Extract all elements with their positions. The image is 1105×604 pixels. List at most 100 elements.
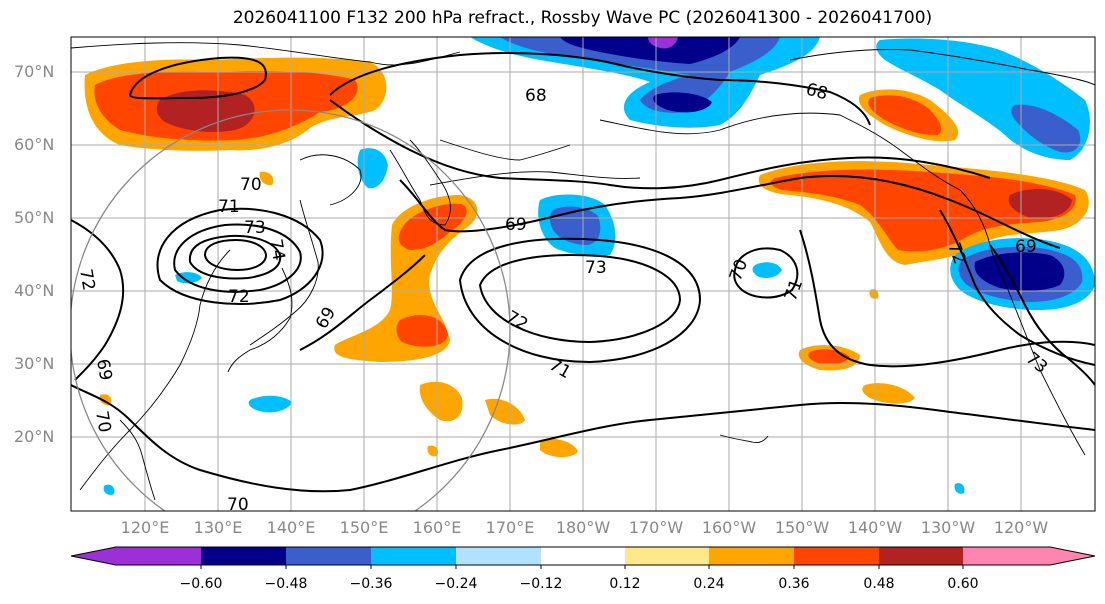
lon-label-130w: 130°W [920,518,976,537]
colorbar-cell [625,547,709,565]
contour-71-southwest [299,254,426,351]
colorbar-cell [371,547,456,565]
lon-label-130e: 130°E [193,518,243,537]
contour-68-mid [329,99,991,190]
colorbar-tick-label: −0.60 [179,576,223,592]
contour-label: 71 [218,197,240,217]
contour-pacific-high-inner [478,254,682,344]
colorbar-tick-label: 0.36 [778,576,810,592]
contour-73-east [989,244,1095,386]
lat-label-60n: 60°N [14,135,55,154]
lon-label-160w: 160°W [701,518,757,537]
positive-anomaly-blob-a [419,381,463,422]
negative-anomaly-west-us-core [974,252,1065,291]
contour-68 [329,52,871,126]
negative-anomaly-small-c [175,272,202,284]
contour-label: 74 [265,237,288,262]
contour-label: 72 [228,287,250,307]
lon-label-150w: 150°W [774,518,830,537]
colorbar-cell [794,547,879,565]
positive-anomaly-gulf-alaska-core [770,169,1076,252]
lon-label-150e: 150°E [339,518,389,537]
contour-label: 69 [505,215,527,235]
lon-label-140e: 140°E [266,518,316,537]
coast-arctic-america [789,49,1095,86]
refractivity-contours [71,52,1095,493]
contour-pacific-high-outer [458,237,702,364]
lat-label-50n: 50°N [14,208,55,227]
contour-label: 72 [75,267,98,292]
negative-anomaly-small-d [954,483,965,494]
lon-label-170e: 170°E [485,518,535,537]
colorbar-tick-label: 0.60 [947,576,979,592]
colorbar-tick-label: −0.36 [349,576,393,592]
lat-label-20n: 20°N [14,427,55,446]
lat-label-40n: 40°N [14,281,55,300]
negative-anomaly-canada-core [1011,104,1081,153]
positive-anomaly-blob-c [540,438,578,458]
colorbar-outline [70,546,1096,566]
positive-anomaly-alaska-north-core [868,95,942,136]
map-title: 2026041100 F132 200 hPa refract., Rossby… [232,8,933,28]
contour-70-ring [156,207,324,305]
colorbar-extension-high [963,547,1095,565]
colorbar-cell [879,547,963,565]
colorbar-cells [71,547,1095,569]
negative-anomaly-arctic-core [560,37,740,64]
negative-anomaly-small-b [248,395,292,413]
colorbar-tick-label: −0.48 [264,576,308,592]
contour-68-west [128,56,267,100]
contour-label: 70 [227,495,249,515]
contour-71-east [799,229,1095,368]
contour-label: 69 [92,357,115,382]
colorbar-cell [541,547,625,565]
contour-label: 70 [91,409,114,434]
colorbar-extension-low [71,547,201,565]
colorbar-tick-label: 0.12 [609,576,641,592]
contour-label: 69 [1015,237,1037,257]
negative-anomaly-central-pacific-core [550,206,601,245]
map-frame [70,36,1096,512]
coast-north-america [959,189,1086,456]
coast-philippines [119,419,156,501]
anomaly-shading [84,37,1095,495]
lon-label-140w: 140°W [847,518,903,537]
coast-japan [227,267,293,373]
positive-anomaly-small-b [427,445,438,457]
coast-alaska [599,112,961,191]
positive-anomaly-kuril-south [396,315,448,347]
contour-69-low [71,384,1095,493]
positive-anomaly-small-a [869,289,879,299]
colorbar-tick-label: 0.48 [863,576,895,592]
coast-sea-of-okhotsk [299,154,362,206]
contour-label: 73 [1022,349,1051,378]
positive-anomaly-small-c [259,171,274,186]
coast-asia-north [71,42,461,66]
lon-label-170w: 170°W [628,518,684,537]
colorbar-tick-label: −0.24 [434,576,478,592]
contour-label: 68 [804,80,830,105]
contour-70-east-ring [733,247,799,299]
coast-hawaii [719,434,769,443]
colorbar-cell [709,547,794,565]
great-circle-ring [71,109,511,511]
contour-71-ring [173,223,302,293]
contour-label: 71 [781,277,807,304]
lon-label-120e: 120°E [120,518,170,537]
negative-anomaly-small-a [752,262,782,278]
coast-aleutians [429,171,641,186]
colorbar-cell [456,547,541,565]
contour-72-west [71,219,125,381]
lon-label-160e: 160°E [412,518,462,537]
positive-anomaly-east-pacific-b [862,383,915,404]
contour-69-big [399,175,1061,249]
contour-label: 73 [585,258,607,278]
map-panel: 68 68 69 69 69 69 70 70 70 70 71 71 71 7… [70,36,1096,515]
contour-72-ring [188,234,282,280]
colorbar-tick-label: −0.12 [519,576,563,592]
lon-label-120w: 120°W [993,518,1049,537]
lon-label-180w: 180°W [555,518,611,537]
negative-anomaly-arctic-b [653,92,712,113]
negative-anomaly-small-e [103,484,115,495]
lat-label-30n: 30°N [14,354,55,373]
